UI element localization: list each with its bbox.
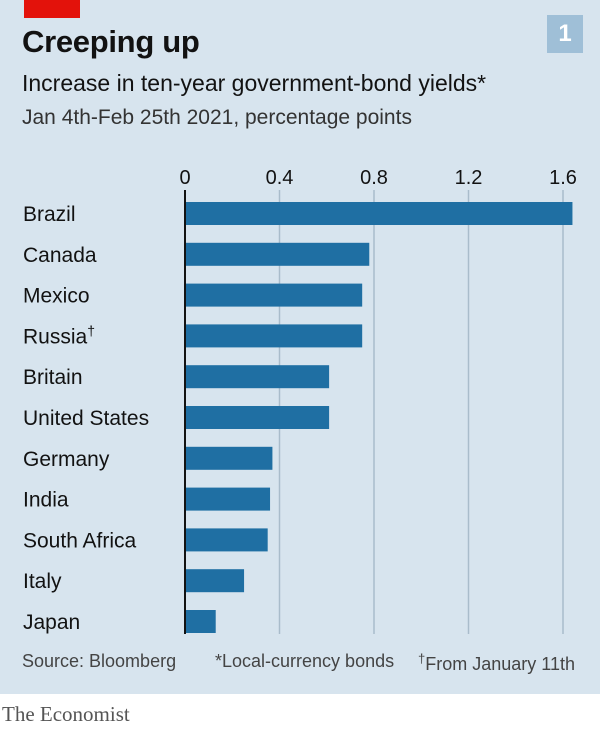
category-label: Italy bbox=[23, 570, 62, 593]
economist-logo: The Economist bbox=[2, 702, 130, 726]
category-label: Brazil bbox=[23, 203, 76, 226]
x-tick-label: 1.6 bbox=[549, 167, 577, 189]
category-label: India bbox=[23, 489, 69, 512]
bar-chart: 0 0.4 0.8 1.2 1.6 Brazil Canada Mexico Russia† Br… bbox=[23, 167, 577, 634]
brand-red-bar bbox=[24, 0, 80, 18]
chart-subtitle: Increase in ten-year government-bond yie… bbox=[22, 70, 487, 96]
category-label: Japan bbox=[23, 611, 80, 634]
category-label: Canada bbox=[23, 244, 97, 267]
footnote-from-january: †From January 11th bbox=[418, 651, 575, 675]
source-note: Source: Bloomberg bbox=[22, 651, 177, 671]
category-label: Mexico bbox=[23, 285, 90, 308]
category-label: Russia† bbox=[23, 322, 95, 348]
category-label: South Africa bbox=[23, 529, 137, 552]
category-label: Germany bbox=[23, 448, 110, 471]
bar bbox=[185, 528, 268, 552]
chart-number-badge: 1 bbox=[547, 15, 583, 53]
x-tick-label: 0 bbox=[179, 167, 190, 189]
x-tick-label: 1.2 bbox=[455, 167, 483, 189]
bar bbox=[185, 446, 273, 470]
bar bbox=[185, 283, 363, 307]
footnote-dagger: † bbox=[418, 651, 426, 666]
chart-units: Jan 4th-Feb 25th 2021, percentage points bbox=[22, 106, 412, 129]
chart-title: Creeping up bbox=[22, 24, 200, 59]
category-label: United States bbox=[23, 407, 149, 430]
x-tick-label: 0.4 bbox=[266, 167, 294, 189]
footnote-local-currency: *Local-currency bonds bbox=[215, 651, 395, 671]
x-tick-label: 0.8 bbox=[360, 167, 388, 189]
bar bbox=[185, 324, 363, 348]
bar bbox=[185, 242, 370, 266]
bar bbox=[185, 487, 271, 511]
category-label: Britain bbox=[23, 366, 83, 389]
bar bbox=[185, 365, 330, 389]
bar bbox=[185, 610, 216, 633]
bar bbox=[185, 569, 245, 593]
bar bbox=[185, 202, 573, 225]
footnote-from-january-text: From January 11th bbox=[425, 654, 575, 674]
bar bbox=[185, 406, 330, 429]
category-footnote-mark: † bbox=[87, 322, 95, 338]
